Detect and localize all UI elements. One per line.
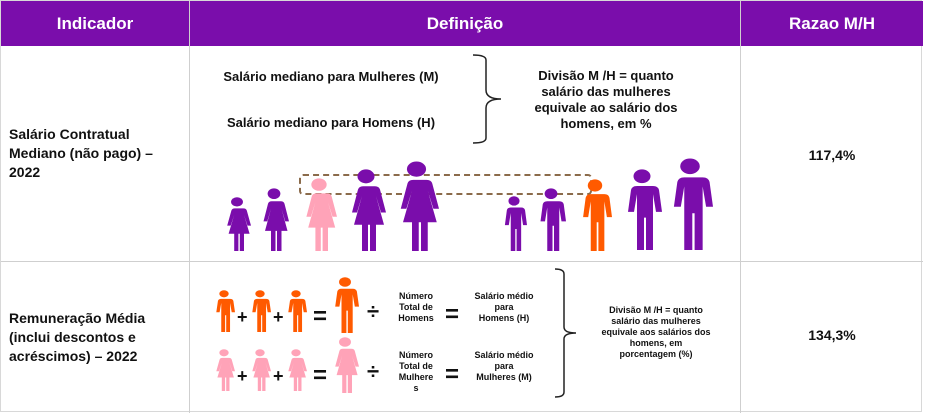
woman-icon	[213, 349, 235, 391]
text: salário das mulheres	[611, 316, 701, 326]
woman-icon	[301, 178, 337, 251]
man-icon	[501, 196, 527, 251]
indicator-row2: Remuneração Média (inclui descontos e ac…	[9, 309, 145, 366]
divide-sign: ÷	[367, 359, 380, 384]
text: Salário médio	[474, 291, 534, 301]
text: Mediano (não pago) –	[9, 145, 153, 161]
plus-sign: +	[273, 366, 284, 386]
text: 2022	[9, 164, 41, 180]
text: porcentagem (%)	[619, 349, 693, 359]
equals-sign: =	[445, 361, 460, 388]
text: Número	[398, 291, 433, 301]
woman-icon	[259, 188, 289, 251]
text: Homens	[398, 313, 434, 323]
plus-sign: +	[237, 307, 248, 327]
plus-sign: +	[273, 307, 284, 327]
text: acréscimos) – 2022	[9, 348, 138, 364]
woman-icon	[394, 161, 439, 251]
label-median-men: Salário mediano para Homens (H)	[226, 115, 436, 130]
total-men-label: Número Total de Homens	[389, 291, 443, 324]
ratio-row1: 117,4%	[808, 147, 856, 163]
text: Total de	[399, 302, 433, 312]
brace-icon	[554, 268, 577, 398]
text: equivale aos salários dos	[601, 327, 711, 337]
text: Divisão M /H = quanto	[538, 68, 674, 83]
equals-sign: =	[313, 362, 328, 389]
man-icon	[578, 179, 612, 251]
header-razao: Razao M/H	[741, 1, 923, 46]
woman-icon	[223, 197, 251, 251]
text: Mulhere	[398, 372, 434, 382]
text: Salário Contratual	[9, 126, 130, 142]
divide-sign: ÷	[367, 299, 380, 324]
woman-icon	[249, 349, 271, 391]
man-icon	[213, 290, 235, 332]
man-icon	[536, 188, 566, 251]
text: Total de	[399, 361, 433, 371]
text: Remuneração Média	[9, 310, 146, 326]
text: s	[413, 383, 419, 393]
equals-sign: =	[445, 301, 460, 328]
man-icon	[622, 169, 662, 250]
man-icon	[249, 290, 271, 332]
woman-icon	[331, 337, 359, 393]
text: homens, em	[629, 338, 683, 348]
total-women-label: Número Total de Mulhere s	[389, 350, 443, 394]
divider	[1, 261, 923, 262]
brace-icon	[472, 54, 502, 144]
woman-icon	[285, 349, 307, 391]
man-icon	[667, 158, 713, 250]
header-indicador: Indicador	[1, 1, 189, 46]
text: Salário médio	[474, 350, 534, 360]
divider	[189, 1, 190, 413]
text: para	[494, 302, 514, 312]
text: Homens (H)	[478, 313, 530, 323]
text: equivale ao salário dos	[534, 100, 678, 115]
text: homens, em %	[560, 116, 652, 131]
text: para	[494, 361, 514, 371]
explanation-row2: Divisão M /H = quanto salário das mulher…	[581, 305, 731, 360]
text: Número	[398, 350, 433, 360]
ratio-row2: 134,3%	[808, 327, 856, 343]
avg-men-label: Salário médio para Homens (H)	[469, 291, 539, 324]
woman-icon	[346, 169, 386, 251]
man-icon	[285, 290, 307, 332]
header-definicao: Definição	[190, 1, 740, 46]
text: salário das mulheres	[541, 84, 671, 99]
label-median-women: Salário mediano para Mulheres (M)	[223, 69, 439, 84]
avg-women-label: Salário médio para Mulheres (M)	[469, 350, 539, 383]
indicator-row1: Salário Contratual Mediano (não pago) – …	[9, 125, 153, 182]
text: Divisão M /H = quanto	[609, 305, 703, 315]
equals-sign: =	[313, 303, 328, 330]
text: (inclui descontos e	[9, 329, 136, 345]
explanation-row1: Divisão M /H = quanto salário das mulher…	[511, 68, 701, 132]
plus-sign: +	[237, 366, 248, 386]
man-icon	[331, 277, 359, 333]
text: Mulheres (M)	[476, 372, 532, 382]
divider	[740, 1, 741, 413]
